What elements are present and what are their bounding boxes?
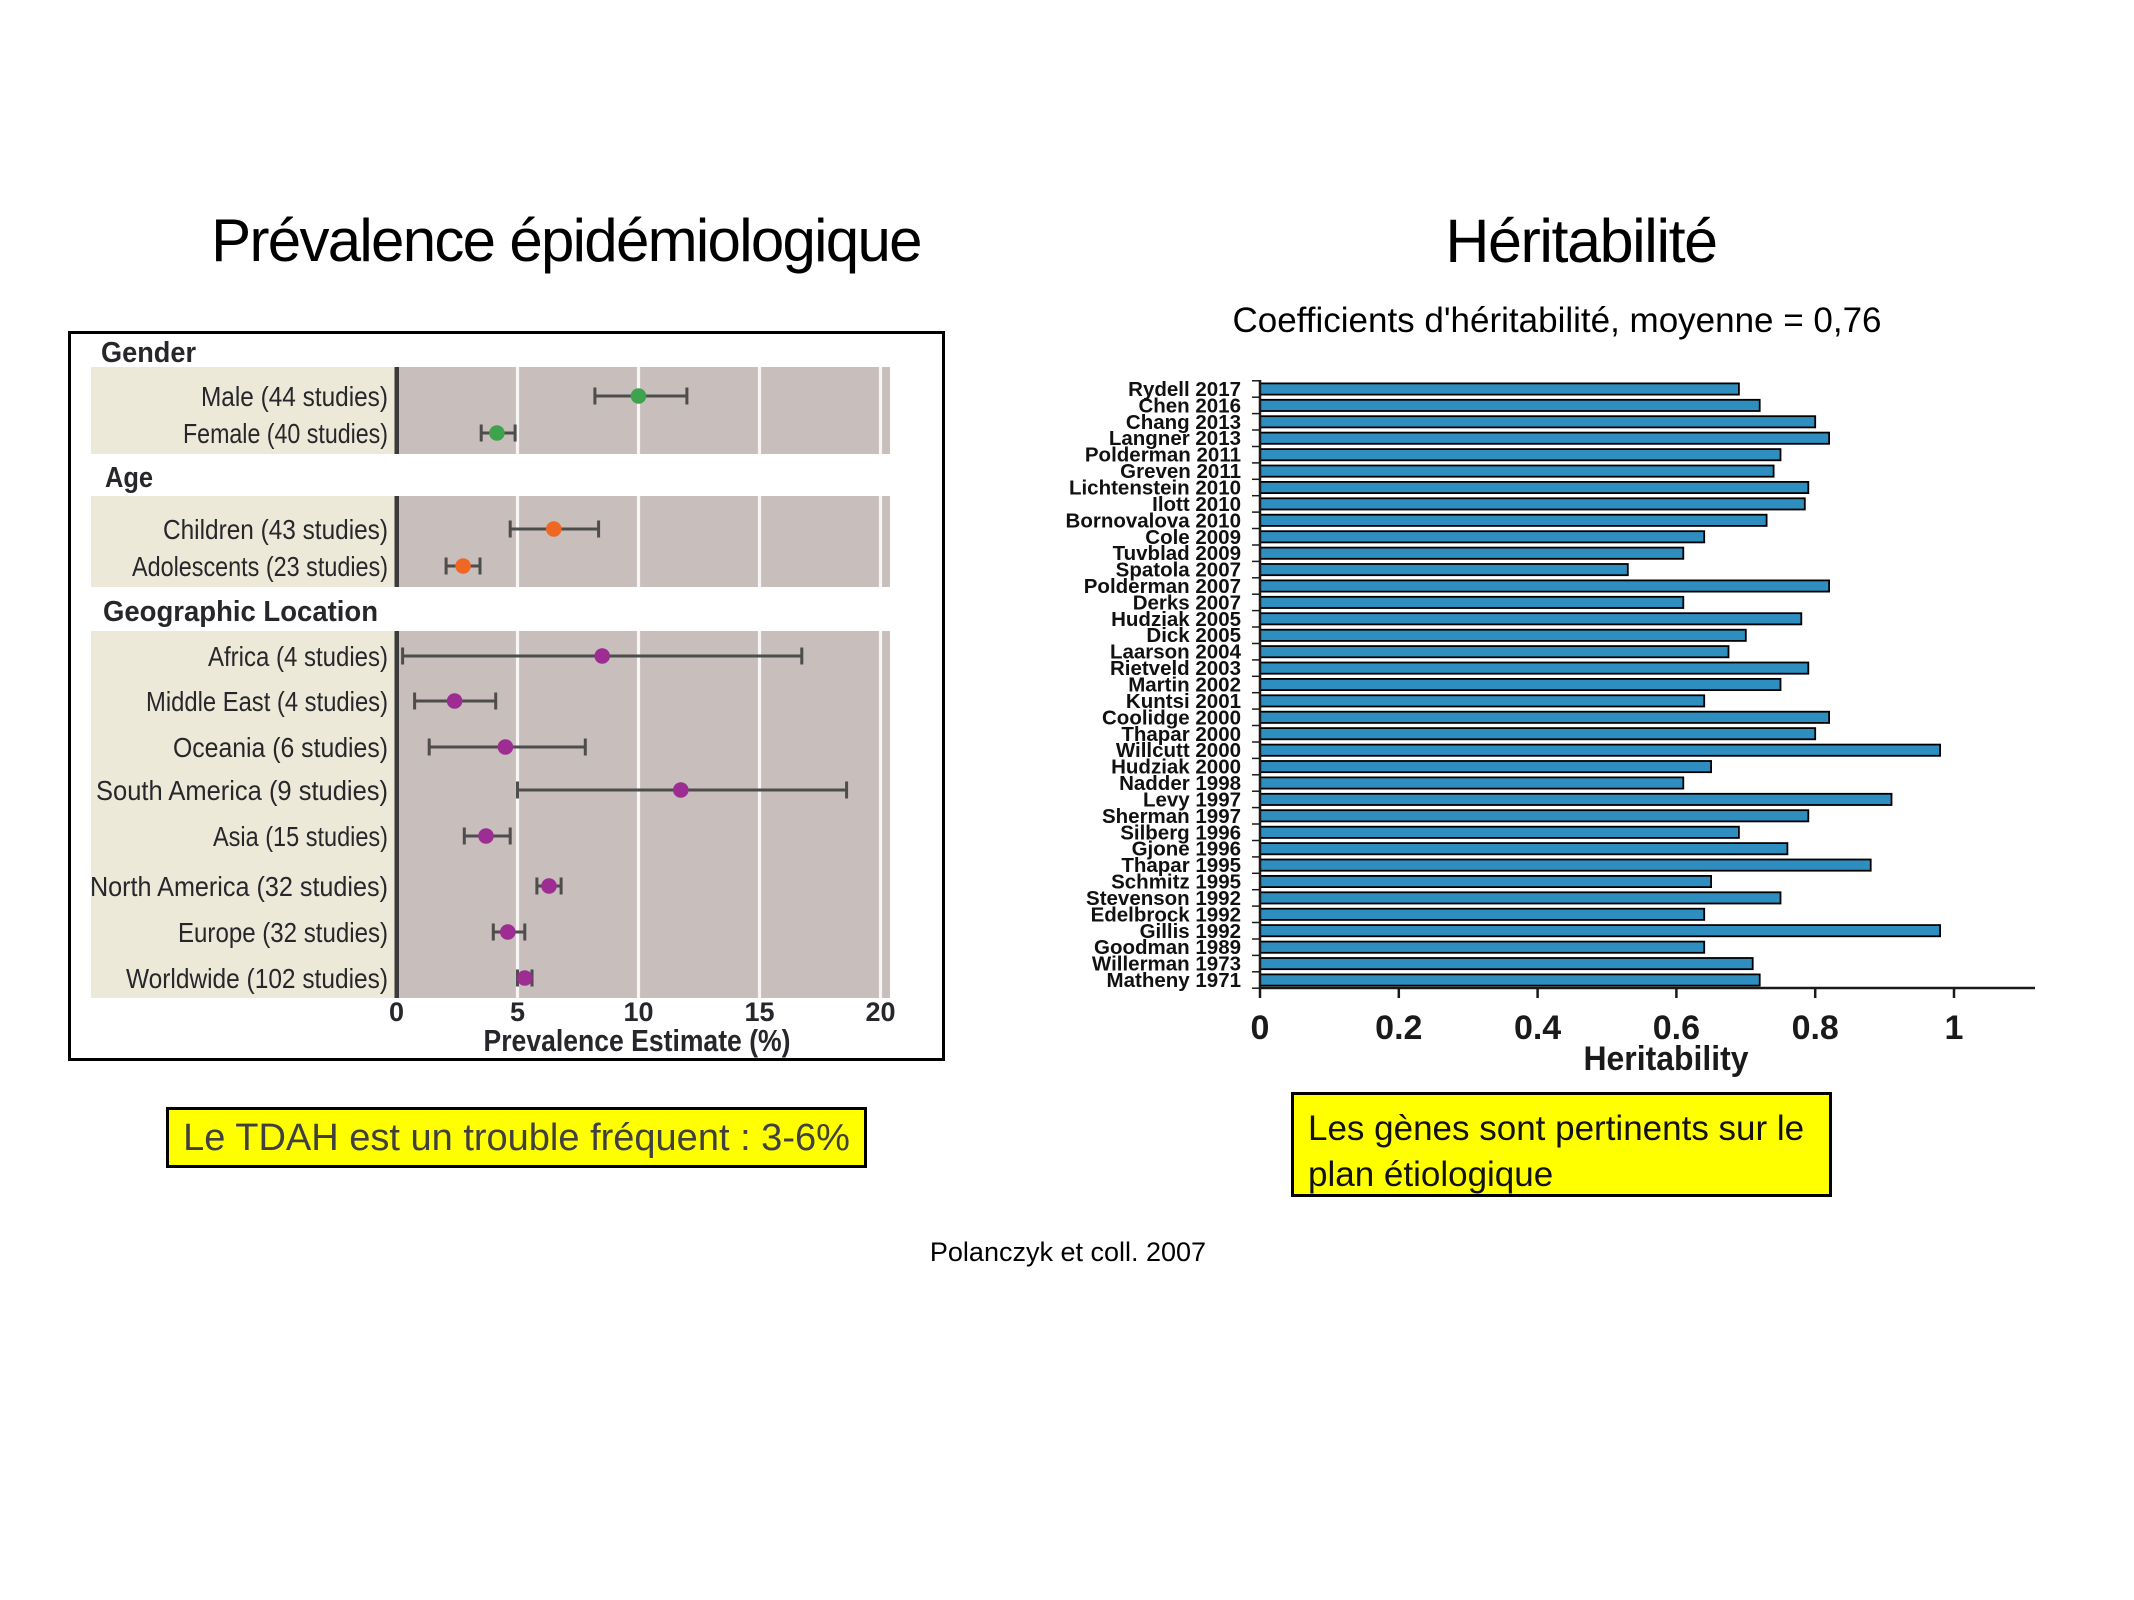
svg-text:Ilott 2010: Ilott 2010 [1152,493,1241,516]
svg-text:Polderman 2011: Polderman 2011 [1085,444,1241,467]
svg-text:South America (9 studies): South America (9 studies) [96,775,388,806]
svg-text:Chen 2016: Chen 2016 [1138,394,1241,417]
svg-text:Gjone 1996: Gjone 1996 [1132,838,1241,861]
svg-text:0.4: 0.4 [1514,1009,1561,1047]
svg-text:Thapar 1995: Thapar 1995 [1121,854,1241,877]
svg-text:Chang 2013: Chang 2013 [1126,411,1241,434]
svg-text:Prevalence Estimate (%): Prevalence Estimate (%) [484,1023,791,1058]
svg-text:North America (32 studies): North America (32 studies) [90,871,388,902]
svg-text:Edelbrock 1992: Edelbrock 1992 [1091,903,1241,926]
svg-text:Geographic Location: Geographic Location [103,596,378,628]
svg-text:Gender: Gender [101,337,196,369]
svg-text:Sherman 1997: Sherman 1997 [1102,805,1241,828]
svg-text:Silberg 1996: Silberg 1996 [1120,821,1241,844]
svg-text:Age: Age [105,462,153,494]
svg-text:Spatola 2007: Spatola 2007 [1116,559,1241,582]
svg-text:Langner 2013: Langner 2013 [1109,427,1241,450]
svg-text:Rietveld 2003: Rietveld 2003 [1110,657,1241,680]
svg-text:Hudziak 2005: Hudziak 2005 [1111,608,1241,631]
svg-text:Hudziak 2000: Hudziak 2000 [1111,756,1241,779]
svg-text:Willcutt 2000: Willcutt 2000 [1116,739,1241,762]
svg-text:Laarson 2004: Laarson 2004 [1110,641,1242,664]
svg-text:Middle East (4 studies): Middle East (4 studies) [146,686,388,717]
svg-text:Schmitz 1995: Schmitz 1995 [1111,871,1241,894]
svg-text:Goodman 1989: Goodman 1989 [1094,936,1241,959]
svg-text:Rydell 2017: Rydell 2017 [1128,378,1241,401]
svg-text:1: 1 [1945,1009,1964,1047]
svg-text:0: 0 [1251,1009,1270,1047]
svg-text:Matheny 1971: Matheny 1971 [1107,969,1241,992]
svg-text:Greven 2011: Greven 2011 [1120,460,1241,483]
svg-text:Heritability: Heritability [1584,1040,1749,1078]
svg-text:Tuvblad 2009: Tuvblad 2009 [1113,542,1241,565]
svg-text:5: 5 [510,997,525,1027]
svg-text:Coolidge 2000: Coolidge 2000 [1102,706,1241,729]
svg-text:Polderman 2007: Polderman 2007 [1084,575,1241,598]
svg-text:Levy 1997: Levy 1997 [1143,788,1241,811]
svg-text:Lichtenstein 2010: Lichtenstein 2010 [1069,477,1241,500]
svg-text:20: 20 [865,997,895,1027]
svg-text:Female (40 studies): Female (40 studies) [183,418,388,449]
svg-text:Thapar 2000: Thapar 2000 [1121,723,1241,746]
svg-text:0.6: 0.6 [1653,1009,1700,1047]
svg-text:Kuntsi 2001: Kuntsi 2001 [1126,690,1241,713]
svg-text:Oceania (6 studies): Oceania (6 studies) [173,732,388,763]
svg-text:15: 15 [744,997,774,1027]
svg-text:Children (43 studies): Children (43 studies) [163,514,388,545]
svg-text:Martin 2002: Martin 2002 [1128,674,1241,697]
svg-text:Europe (32 studies): Europe (32 studies) [178,917,388,948]
svg-text:Cole 2009: Cole 2009 [1145,526,1241,549]
svg-text:0.8: 0.8 [1792,1009,1839,1047]
svg-text:Stevenson 1992: Stevenson 1992 [1086,887,1241,910]
svg-text:Adolescents (23 studies): Adolescents (23 studies) [132,551,388,582]
svg-text:Willerman 1973: Willerman 1973 [1092,953,1241,976]
svg-text:Bornovalova 2010: Bornovalova 2010 [1066,509,1241,532]
svg-text:Gillis 1992: Gillis 1992 [1140,920,1241,943]
svg-text:10: 10 [623,997,653,1027]
svg-text:Male (44 studies): Male (44 studies) [201,381,388,412]
svg-text:Dick 2005: Dick 2005 [1146,624,1241,647]
svg-text:Africa (4 studies): Africa (4 studies) [208,641,388,672]
svg-text:Worldwide (102 studies): Worldwide (102 studies) [126,963,388,994]
svg-text:Derks 2007: Derks 2007 [1133,591,1241,614]
svg-text:0.2: 0.2 [1375,1009,1422,1047]
svg-text:Nadder 1998: Nadder 1998 [1119,772,1241,795]
svg-text:0: 0 [389,997,404,1027]
svg-text:Asia (15 studies): Asia (15 studies) [213,821,388,852]
